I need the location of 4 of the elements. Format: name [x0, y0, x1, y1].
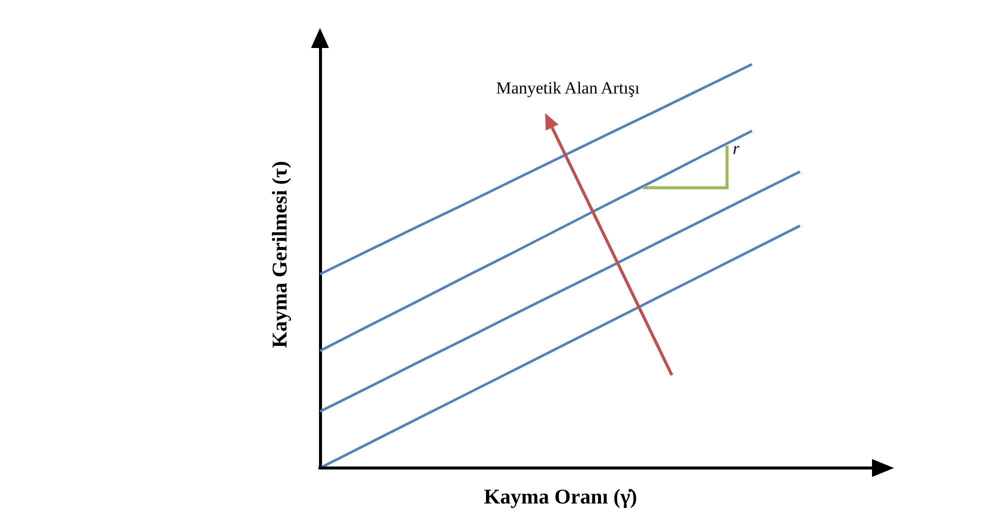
- annotation: r: [732, 139, 740, 158]
- x-axis-title: Kayma Oranı (γ̇): [484, 484, 638, 508]
- annotation: Manyetik Alan Artışı: [496, 78, 640, 98]
- y-axis-title: Kayma Gerilmesi (τ): [268, 161, 292, 348]
